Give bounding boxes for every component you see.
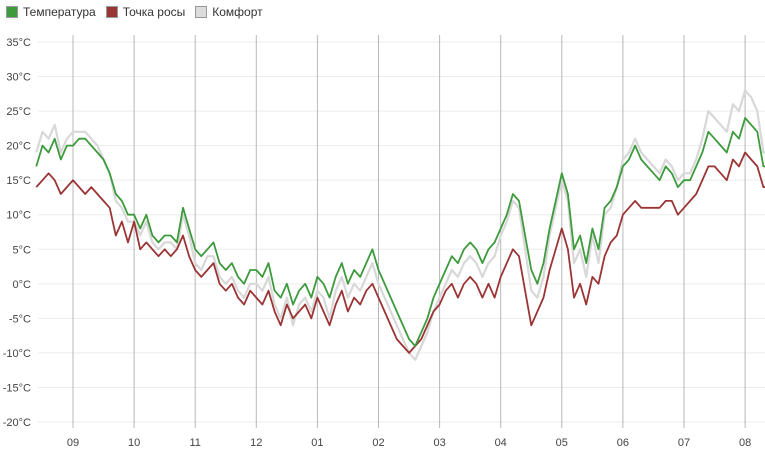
legend-label-dewpoint: Точка росы	[122, 5, 186, 19]
y-tick-label: 10°C	[6, 210, 31, 222]
y-tick-label: 25°C	[6, 106, 31, 118]
legend-label-temperature: Температура	[23, 5, 96, 19]
y-tick-label: 35°C	[6, 37, 31, 49]
legend-swatch-dewpoint	[105, 6, 118, 18]
x-tick-label: 03	[433, 437, 445, 449]
x-tick-label: 07	[678, 437, 690, 449]
y-tick-label: 15°C	[6, 175, 31, 187]
legend-swatch-temperature	[6, 6, 18, 18]
y-axis-tick-labels: 35°C 30°C 25°C 20°C 15°C 10°C 5°C 0°C -5°C -10°C -…	[3, 37, 31, 429]
x-tick-label: 09	[67, 437, 79, 449]
legend-item-comfort[interactable]: Комфорт	[195, 5, 263, 19]
x-tick-label: 10	[128, 437, 140, 449]
x-tick-label: 04	[495, 437, 507, 449]
y-tick-label: -15°C	[3, 382, 31, 394]
legend-item-dewpoint[interactable]: Точка росы	[105, 5, 186, 19]
y-tick-label: 20°C	[6, 141, 31, 153]
x-tick-label: 11	[189, 437, 200, 449]
y-tick-label: 0°C	[13, 279, 32, 291]
series-lines	[35, 89, 765, 361]
y-tick-label: 5°C	[13, 244, 32, 256]
x-axis-tick-labels: 09 10 11 12 01 02 03 04 05 06 07 08	[67, 437, 751, 449]
y-tick-label: -5°C	[9, 313, 31, 325]
x-tick-label: 12	[250, 437, 262, 449]
x-tick-label: 01	[311, 437, 323, 449]
y-tick-label: -20°C	[3, 417, 31, 429]
chart-legend: Температура Точка росы Комфорт	[6, 4, 273, 20]
x-tick-label: 05	[556, 437, 568, 449]
horizontal-gridlines	[38, 41, 765, 423]
x-tick-label: 02	[372, 437, 384, 449]
x-tick-label: 08	[739, 437, 751, 449]
series-line-dewpoint	[35, 151, 765, 354]
series-line-comfort	[35, 89, 765, 361]
vertical-gridlines	[72, 35, 746, 428]
series-line-temperature	[35, 117, 765, 347]
legend-swatch-comfort	[195, 6, 208, 18]
y-tick-label: 30°C	[6, 72, 31, 84]
y-tick-label: -10°C	[3, 348, 31, 360]
legend-item-temperature[interactable]: Температура	[6, 5, 96, 19]
legend-label-comfort: Комфорт	[212, 5, 263, 19]
x-tick-label: 06	[617, 437, 629, 449]
